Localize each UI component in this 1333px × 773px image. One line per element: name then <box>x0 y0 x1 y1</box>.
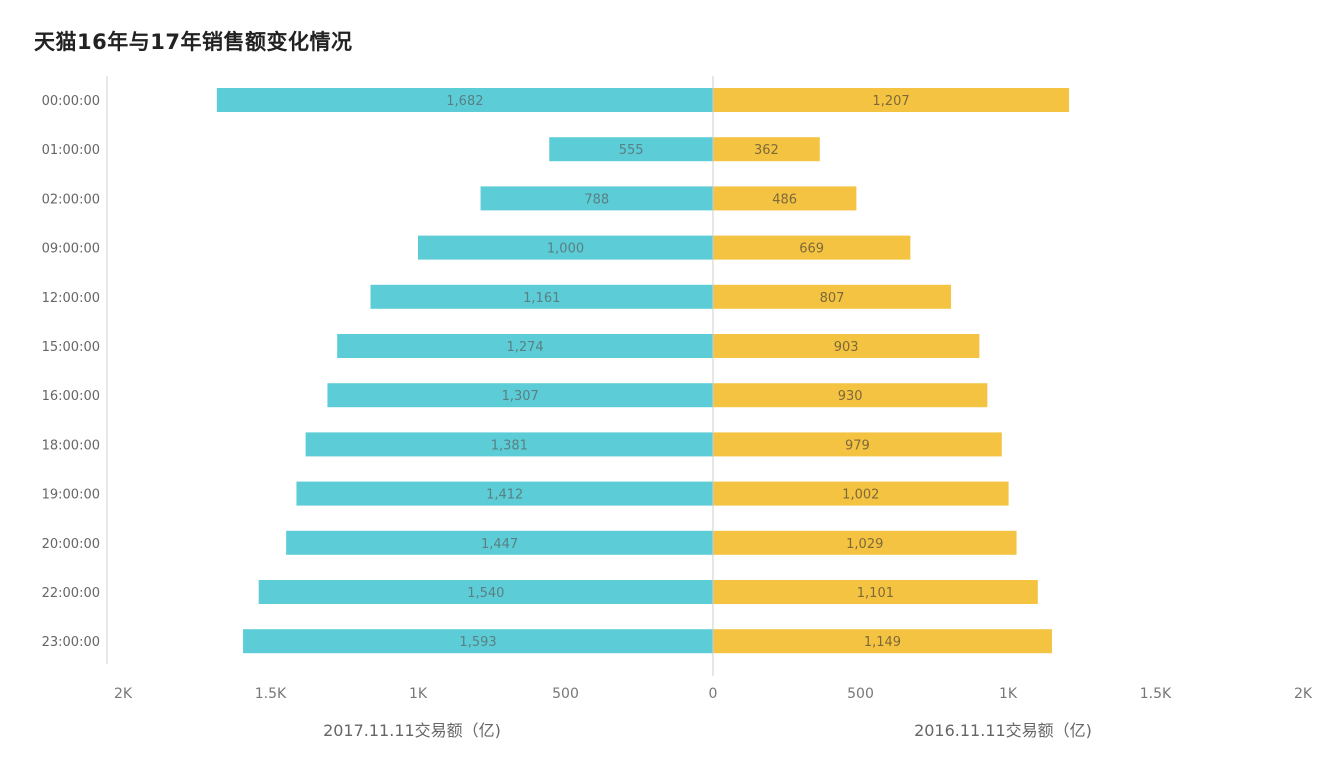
bar-2017 <box>337 334 713 358</box>
bar-2016-value-label: 362 <box>754 143 779 158</box>
bar-2016-value-label: 669 <box>799 242 824 257</box>
bar-2017-value-label: 1,593 <box>459 635 496 650</box>
bar-2017-value-label: 1,274 <box>506 340 543 355</box>
bar-2017-value-label: 1,381 <box>491 438 528 453</box>
bar-2016 <box>713 284 952 309</box>
bar-2017 <box>286 530 713 555</box>
bar-2017-value-label: 555 <box>619 143 644 158</box>
category-label: 23:00:00 <box>42 635 100 650</box>
bar-2016 <box>713 481 1009 506</box>
bar-2016-value-label: 1,207 <box>872 94 909 109</box>
bar-2016 <box>713 629 1052 654</box>
bar-2016 <box>713 88 1070 112</box>
bar-2017 <box>305 432 713 457</box>
x-tick-label-left: 1K <box>409 686 428 702</box>
bar-2017-value-label: 1,000 <box>547 242 584 257</box>
bar-2016-value-label: 930 <box>838 389 863 404</box>
bar-2017-value-label: 1,412 <box>486 488 523 503</box>
category-label: 15:00:00 <box>42 340 100 355</box>
chart-title: 天猫16年与17年销售额变化情况 <box>34 30 353 54</box>
bar-2016 <box>713 235 911 260</box>
bar-2016 <box>713 137 820 162</box>
category-label: 22:00:00 <box>42 586 100 601</box>
bar-2017 <box>258 580 713 604</box>
x-axis-title-2017: 2017.11.11交易额（亿) <box>323 721 501 740</box>
category-label: 18:00:00 <box>42 438 100 453</box>
category-label: 20:00:00 <box>42 537 100 552</box>
category-label: 19:00:00 <box>42 488 100 503</box>
x-tick-label-right: 1.5K <box>1140 686 1172 702</box>
bar-2016-value-label: 979 <box>845 438 870 453</box>
bar-2017 <box>549 137 713 162</box>
x-tick-label-left: 2K <box>114 686 133 702</box>
bar-2016 <box>713 580 1038 604</box>
bar-2016-value-label: 486 <box>772 192 797 207</box>
bar-2016-value-label: 903 <box>834 340 859 355</box>
x-axis-title-2016: 2016.11.11交易额（亿) <box>914 721 1092 740</box>
category-label: 00:00:00 <box>42 94 100 109</box>
bar-2016 <box>713 432 1002 457</box>
bar-2016-value-label: 1,029 <box>846 537 883 552</box>
bar-2017 <box>480 186 713 211</box>
x-tick-label-right: 2K <box>1294 686 1313 702</box>
x-tick-label-left: 500 <box>552 686 579 702</box>
x-tick-label-left: 0 <box>709 686 718 702</box>
x-tick-label-right: 1K <box>999 686 1018 702</box>
bar-2017-value-label: 1,540 <box>467 586 504 601</box>
bar-2017 <box>370 284 713 309</box>
bar-2016-value-label: 1,002 <box>842 488 879 503</box>
bar-2017 <box>418 235 713 260</box>
bar-2016 <box>713 334 980 358</box>
bar-2016-value-label: 1,101 <box>857 586 894 601</box>
bar-2017-value-label: 1,682 <box>446 94 483 109</box>
bar-2017 <box>216 88 713 112</box>
bar-2016 <box>713 530 1017 555</box>
category-label: 12:00:00 <box>42 291 100 306</box>
bar-2016 <box>713 186 857 211</box>
category-label: 09:00:00 <box>42 242 100 257</box>
bar-2017-value-label: 1,447 <box>481 537 518 552</box>
category-label: 16:00:00 <box>42 389 100 404</box>
bar-2016-value-label: 1,149 <box>864 635 901 650</box>
bar-2017 <box>296 481 713 506</box>
x-tick-label-left: 1.5K <box>255 686 287 702</box>
category-label: 02:00:00 <box>42 192 100 207</box>
bar-2017-value-label: 788 <box>584 192 609 207</box>
bar-2017-value-label: 1,161 <box>523 291 560 306</box>
bar-2017-value-label: 1,307 <box>502 389 539 404</box>
bar-2017 <box>243 629 713 654</box>
bar-2017 <box>327 383 713 408</box>
bar-2016 <box>713 383 988 408</box>
category-label: 01:00:00 <box>42 143 100 158</box>
bar-2016-value-label: 807 <box>820 291 845 306</box>
x-tick-label-right: 500 <box>847 686 874 702</box>
